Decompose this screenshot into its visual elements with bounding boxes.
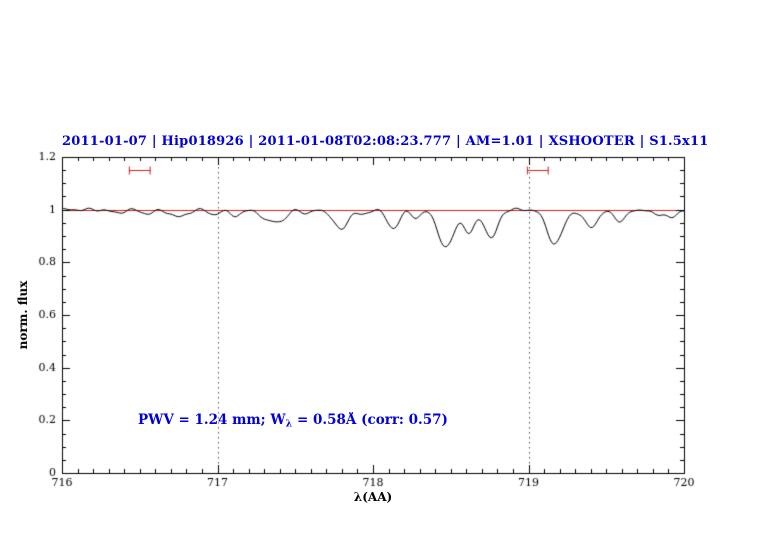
y-axis-label: norm. flux bbox=[16, 280, 30, 350]
pwv-annotation-suffix: = 0.58Å (corr: 0.57) bbox=[292, 412, 448, 428]
pwv-annotation-prefix: PWV = 1.24 mm; W bbox=[138, 412, 286, 428]
pwv-annotation: PWV = 1.24 mm; Wλ = 0.58Å (corr: 0.57) bbox=[138, 412, 448, 429]
x-axis-label: λ(AA) bbox=[353, 490, 393, 504]
plot-title: 2011-01-07 | Hip018926 | 2011-01-08T02:0… bbox=[62, 134, 709, 149]
pwv-annotation-subscript: λ bbox=[285, 418, 293, 430]
